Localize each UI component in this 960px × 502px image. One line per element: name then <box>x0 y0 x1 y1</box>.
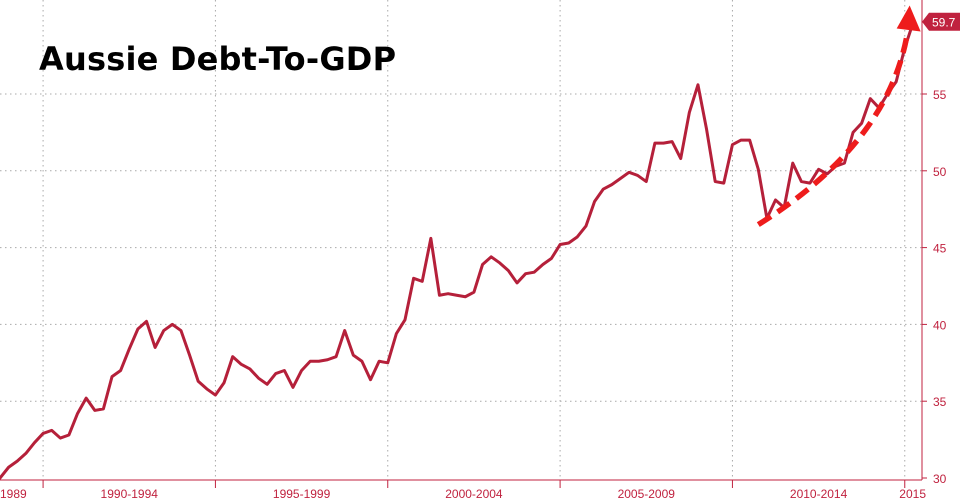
x-tick-label: 2010-2014 <box>790 487 848 501</box>
arrow-head <box>896 5 921 32</box>
x-tick-label: 2005-2009 <box>618 487 676 501</box>
arrow-shaft <box>756 31 911 227</box>
trend-arrow-annotation <box>756 5 921 227</box>
last-value-label: 59.7 <box>932 15 956 29</box>
y-tick-label: 30 <box>933 472 947 486</box>
bottom-axis: 1989 1990-1994 1995-1999 2000-2004 2005-2009… <box>0 479 926 501</box>
series-line <box>0 20 915 480</box>
last-value-badge: 59.7 <box>922 12 960 31</box>
y-tick-label: 40 <box>933 318 947 332</box>
x-tick-label: 2000-2004 <box>445 487 503 501</box>
series-layer <box>0 20 915 480</box>
x-tick-label: 2015 <box>899 487 926 501</box>
last-value-badge-bg <box>922 12 960 31</box>
y-tick-label: 35 <box>933 395 947 409</box>
y-tick-label: 55 <box>933 88 947 102</box>
chart-title: Aussie Debt-To-GDP <box>39 40 397 78</box>
x-tick-label: 1995-1999 <box>273 487 331 501</box>
grid-lines <box>0 0 922 480</box>
y-tick-label: 45 <box>933 242 947 256</box>
x-tick-label: 1990-1994 <box>101 487 159 501</box>
y-tick-label: 50 <box>933 165 947 179</box>
x-tick-label: 1989 <box>0 487 27 501</box>
right-axis: 30 35 40 45 50 55 <box>921 0 947 486</box>
